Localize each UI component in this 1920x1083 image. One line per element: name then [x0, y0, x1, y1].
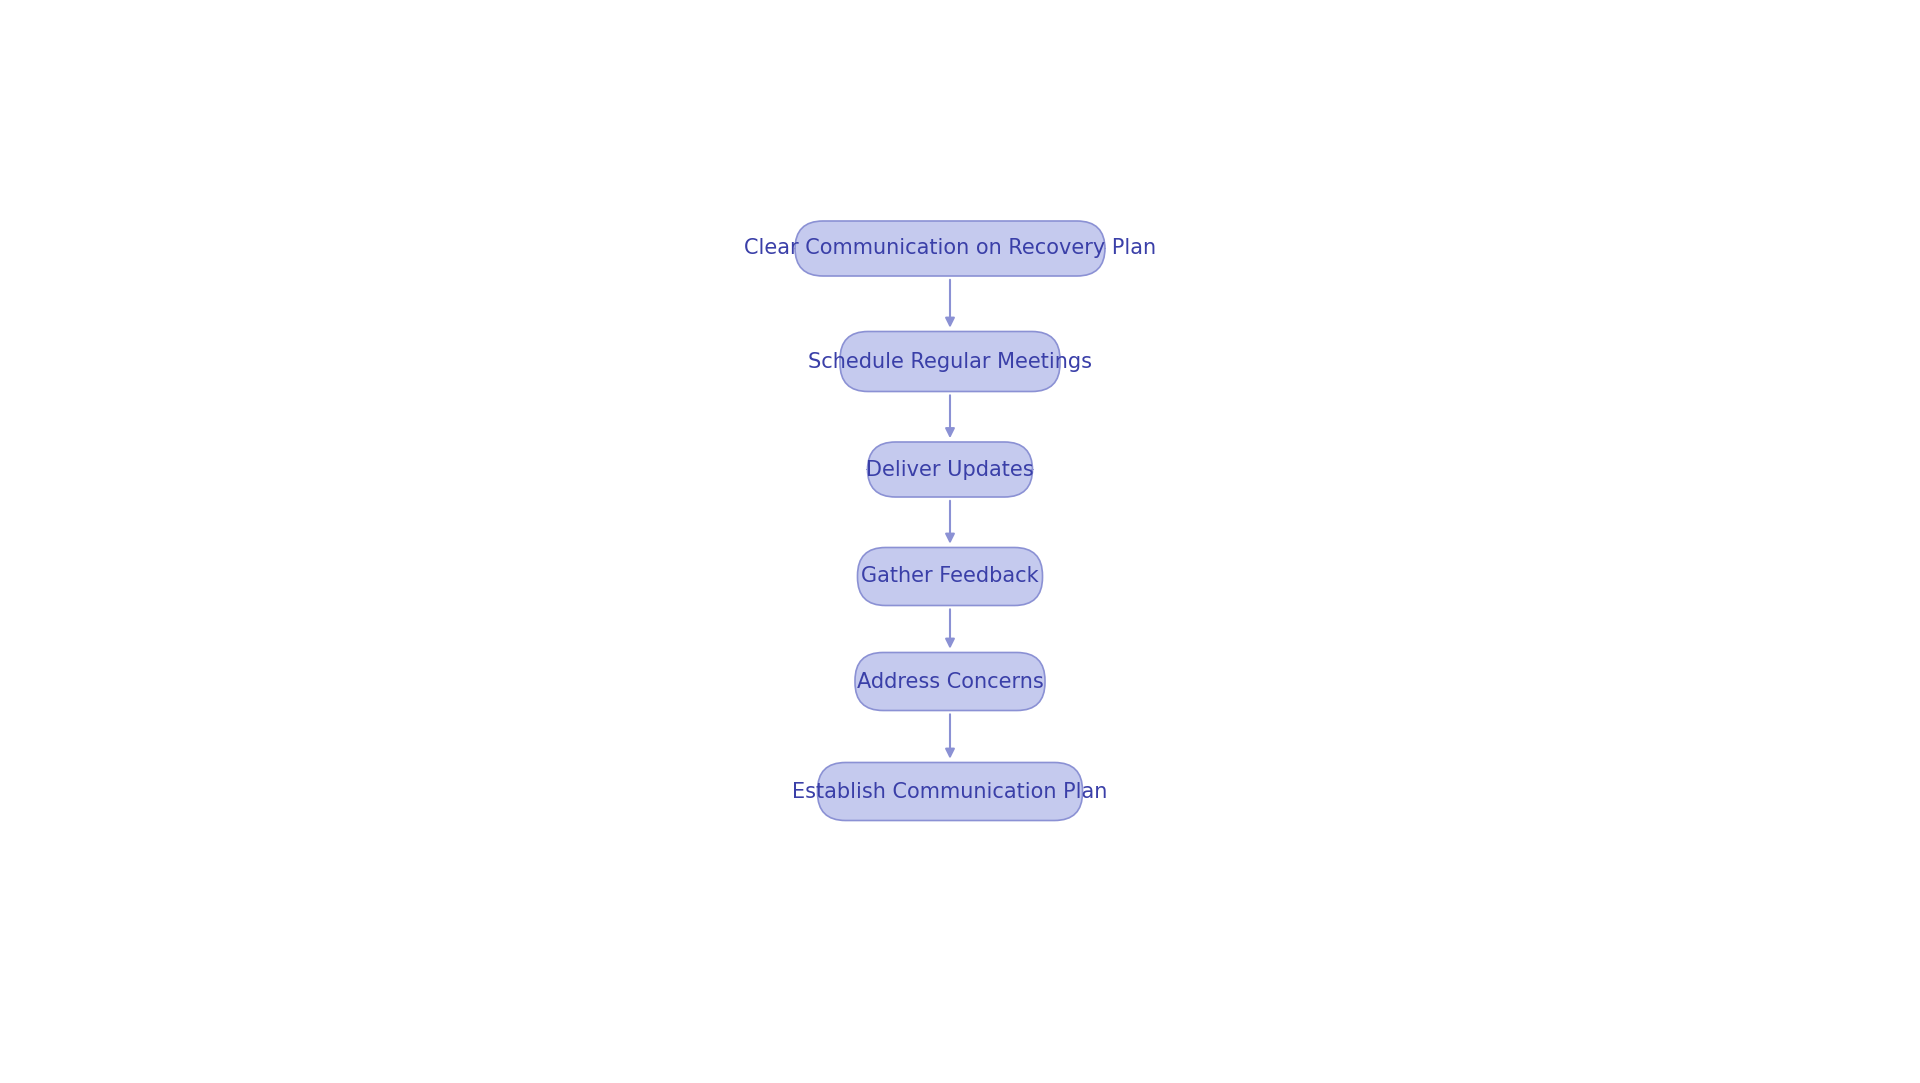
Text: Establish Communication Plan: Establish Communication Plan	[793, 782, 1108, 801]
Text: Address Concerns: Address Concerns	[856, 671, 1043, 692]
FancyBboxPatch shape	[795, 221, 1106, 276]
FancyBboxPatch shape	[841, 331, 1060, 391]
Text: Deliver Updates: Deliver Updates	[866, 459, 1033, 480]
FancyBboxPatch shape	[858, 548, 1043, 605]
Text: Clear Communication on Recovery Plan: Clear Communication on Recovery Plan	[743, 238, 1156, 259]
FancyBboxPatch shape	[854, 652, 1044, 710]
FancyBboxPatch shape	[868, 442, 1033, 497]
FancyBboxPatch shape	[818, 762, 1083, 821]
Text: Gather Feedback: Gather Feedback	[862, 566, 1039, 587]
Text: Schedule Regular Meetings: Schedule Regular Meetings	[808, 352, 1092, 371]
